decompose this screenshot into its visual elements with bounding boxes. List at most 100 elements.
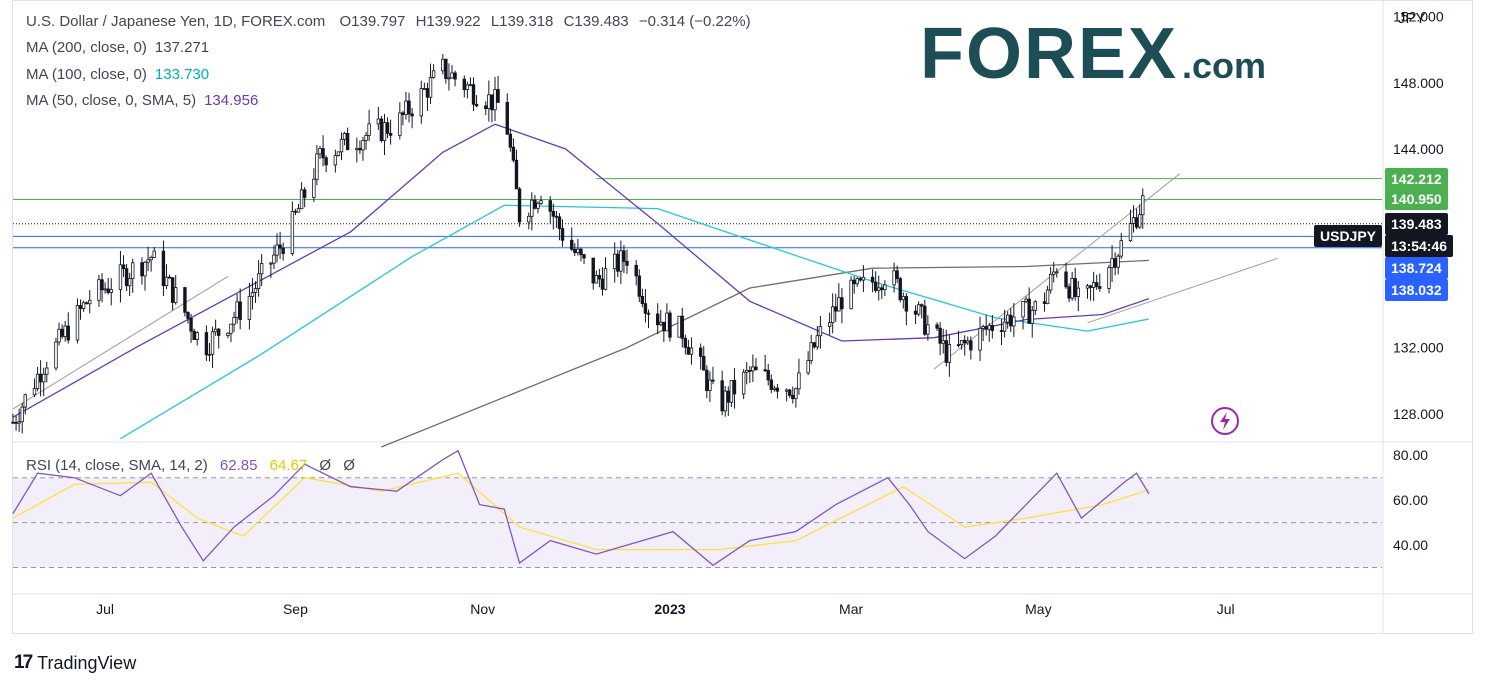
candle-body (235, 301, 239, 318)
candle-body (533, 199, 537, 209)
candle-body (167, 276, 172, 279)
candle-body (576, 248, 580, 253)
candle-body (981, 326, 985, 329)
high-value: 139.922 (426, 13, 481, 30)
candle-body (969, 340, 973, 351)
candle-body (447, 77, 451, 80)
open-label: O (339, 13, 352, 30)
candle-body (336, 151, 341, 156)
candle-body (192, 330, 196, 340)
candle-body (852, 279, 856, 285)
currency-label: JPY (1398, 10, 1426, 27)
candle-body (66, 325, 70, 341)
candle-body (109, 289, 113, 293)
candle-body (613, 253, 617, 270)
chart-frame (12, 0, 1473, 634)
candle-body (711, 379, 715, 382)
price-tick-label: 132.000 (1393, 340, 1444, 356)
candle-body (210, 331, 215, 355)
candle-body (904, 296, 909, 312)
candle-body (659, 321, 663, 326)
candle-body (23, 394, 27, 408)
candle-body (81, 302, 86, 309)
close-value: 139.483 (574, 13, 629, 30)
candle-body (127, 278, 132, 287)
candle-body (149, 257, 153, 261)
candle-body (849, 279, 853, 310)
rsi-legend[interactable]: RSI (14, close, SMA, 14, 2) 62.85 64.67 … (26, 457, 355, 474)
lightning-icon[interactable] (1210, 406, 1240, 436)
time-tick-label: May (1025, 601, 1051, 617)
candle-body (815, 335, 820, 348)
candle-body (379, 118, 384, 142)
candle-body (797, 372, 801, 390)
candle-body (38, 373, 43, 383)
candle-body (324, 157, 328, 166)
candle-body (1088, 285, 1093, 288)
trend-channel-line (1087, 257, 1279, 324)
candle-body (895, 270, 899, 279)
candle-body (913, 310, 918, 315)
trend-channel-line (12, 276, 229, 410)
candle-body (468, 84, 473, 87)
candle-body (668, 312, 672, 338)
rsi-extra-2: Ø (343, 457, 355, 474)
candle-body (794, 388, 798, 400)
candle-body (272, 254, 276, 264)
high-label: H (415, 13, 427, 30)
candle-body (1098, 286, 1102, 289)
candle-body (812, 342, 816, 348)
price-label-pill: 140.950 (1385, 188, 1448, 210)
tradingview-footer[interactable]: 17 TradingView (14, 652, 136, 674)
ma100-legend[interactable]: MA (100, close, 0) 133.730 (26, 66, 209, 83)
ma100-value: 133.730 (154, 66, 210, 83)
candle-body (1042, 301, 1047, 304)
candle-body (834, 306, 838, 312)
candle-body (364, 135, 368, 141)
symbol-title[interactable]: U.S. Dollar / Japanese Yen, 1D, FOREX.co… (26, 13, 326, 30)
rsi-extra-1: Ø (319, 457, 332, 474)
candle-body (1137, 214, 1142, 228)
candle-body (1024, 298, 1028, 302)
candle-body (32, 388, 37, 396)
ma200-label: MA (200, close, 0) (26, 39, 147, 56)
candle-body (161, 250, 166, 287)
candle-body (1033, 301, 1038, 311)
symbol-pill: USDJPY (1314, 225, 1383, 247)
candle-body (898, 278, 902, 301)
tradingview-logo-text: TradingView (37, 652, 137, 673)
low-value: 139.318 (499, 13, 554, 30)
candle-body (573, 248, 577, 253)
candle-body (57, 328, 61, 343)
candle-body (984, 326, 988, 330)
candle-body (1055, 271, 1059, 274)
candle-body (124, 268, 129, 287)
ma200-line (381, 259, 1149, 448)
candle-body (705, 369, 709, 391)
candle-body (281, 247, 285, 254)
candle-body (1048, 273, 1053, 291)
candle-body (726, 390, 731, 403)
candle-body (686, 346, 691, 355)
candle-body (195, 332, 199, 340)
candle-body (966, 340, 970, 344)
candle-body (806, 360, 810, 374)
candle-body (118, 264, 123, 290)
forex-logo-main: FOREX (920, 14, 1179, 94)
candle-body (1073, 278, 1077, 297)
candle-body (920, 304, 924, 307)
candle-body (625, 260, 629, 266)
candle-body (594, 275, 598, 284)
candle-body (514, 159, 519, 190)
candle-body (634, 264, 638, 277)
ma200-legend[interactable]: MA (200, close, 0) 137.271 (26, 39, 209, 56)
candle-body (637, 275, 641, 297)
candle-body (84, 302, 89, 305)
time-tick-label: Sep (283, 601, 308, 617)
candle-body (683, 337, 688, 348)
close-label: C (563, 13, 575, 30)
ma50-legend[interactable]: MA (50, close, 0, SMA, 5) 134.956 (26, 92, 258, 109)
candle-body (361, 140, 365, 151)
candle-body (963, 339, 967, 344)
